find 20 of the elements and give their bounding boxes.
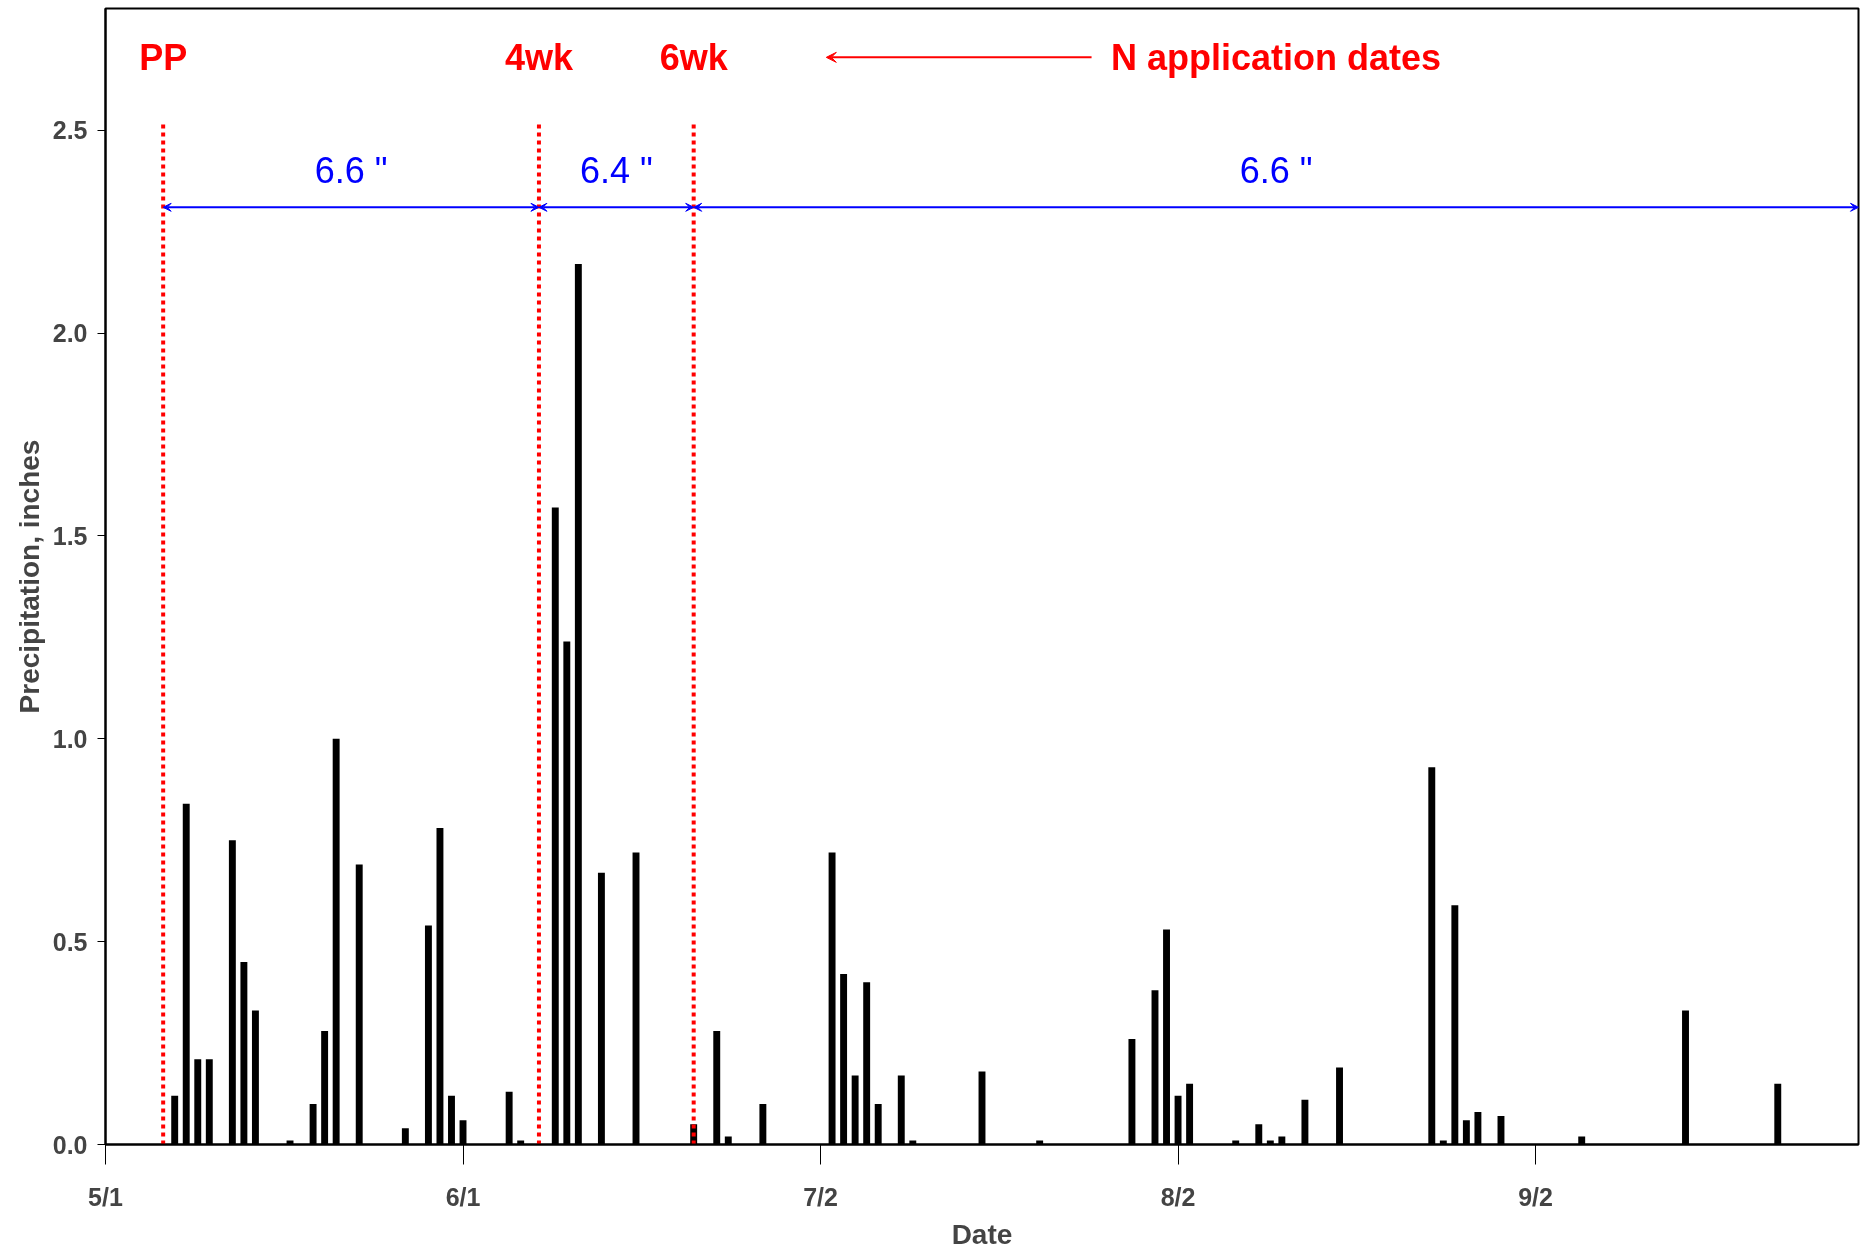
y-tick-label: 0.0 xyxy=(52,1130,88,1159)
y-tick-label: 2.0 xyxy=(52,319,88,348)
x-tick-label: 7/2 xyxy=(803,1182,838,1211)
y-tick-label: 1.0 xyxy=(52,724,88,753)
x-axis-title: Date xyxy=(951,1218,1013,1250)
x-tick-label: 5/1 xyxy=(88,1182,123,1211)
annotation: 6.6 " xyxy=(1239,150,1313,192)
x-tick-label: 9/2 xyxy=(1518,1182,1553,1211)
y-tick-label: 2.5 xyxy=(52,116,88,145)
annotation: N application dates xyxy=(1111,36,1442,78)
annotation: 6.6 " xyxy=(314,150,388,192)
y-tick-label: 1.5 xyxy=(52,521,88,550)
y-axis-title: Precipitation, inches xyxy=(13,439,45,714)
ref-line-label: PP xyxy=(139,36,188,78)
ref-line-label: 4wk xyxy=(504,36,574,78)
y-tick-label: 0.5 xyxy=(52,927,88,956)
ref-line-label: 6wk xyxy=(659,36,729,78)
x-tick-label: 8/2 xyxy=(1160,1182,1196,1211)
x-tick-label: 6/1 xyxy=(445,1182,481,1211)
annotation: 6.4 " xyxy=(579,150,653,192)
